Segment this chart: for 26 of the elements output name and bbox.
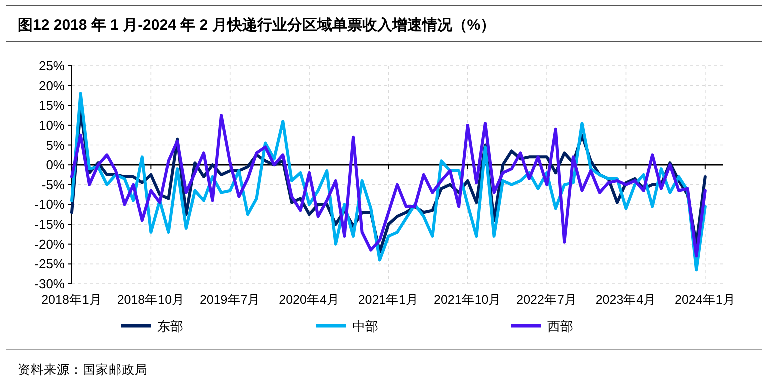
x-tick-label: 2023年4月 xyxy=(596,293,657,307)
y-tick-label: -20% xyxy=(34,236,66,252)
x-tick-label: 2018年10月 xyxy=(117,293,186,307)
x-tick-label: 2022年7月 xyxy=(516,293,578,307)
y-tick-label: 10% xyxy=(38,118,66,133)
y-tick-label: -15% xyxy=(34,217,66,232)
legend-label: 东部 xyxy=(158,319,184,334)
y-tick-label: -30% xyxy=(34,276,66,292)
y-tick-label: 5% xyxy=(46,138,66,153)
legend-label: 中部 xyxy=(352,319,378,334)
y-tick-label: 20% xyxy=(38,78,66,94)
y-tick-label: -5% xyxy=(42,177,66,192)
x-tick-label: 2024年1月 xyxy=(675,293,736,307)
y-tick-label: 25% xyxy=(38,58,66,74)
x-tick-label: 2020年4月 xyxy=(279,293,340,307)
x-tick-label: 2018年1月 xyxy=(42,293,102,307)
y-tick-label: -10% xyxy=(34,197,66,212)
x-tick-label: 2021年1月 xyxy=(358,293,420,307)
y-tick-label: 0% xyxy=(46,158,66,173)
text: 资料来源：国家邮政局 xyxy=(18,362,148,377)
y-tick-label: -25% xyxy=(34,256,66,272)
x-tick-label: 2019年7月 xyxy=(200,293,261,307)
legend-label: 西部 xyxy=(548,319,574,334)
x-tick-label: 2021年10月 xyxy=(434,293,502,307)
y-tick-label: 15% xyxy=(38,98,66,114)
chart-title: 图12 2018 年 1 月-2024 年 2 月快递行业分区域单票收入增速情况（%） xyxy=(18,16,496,34)
